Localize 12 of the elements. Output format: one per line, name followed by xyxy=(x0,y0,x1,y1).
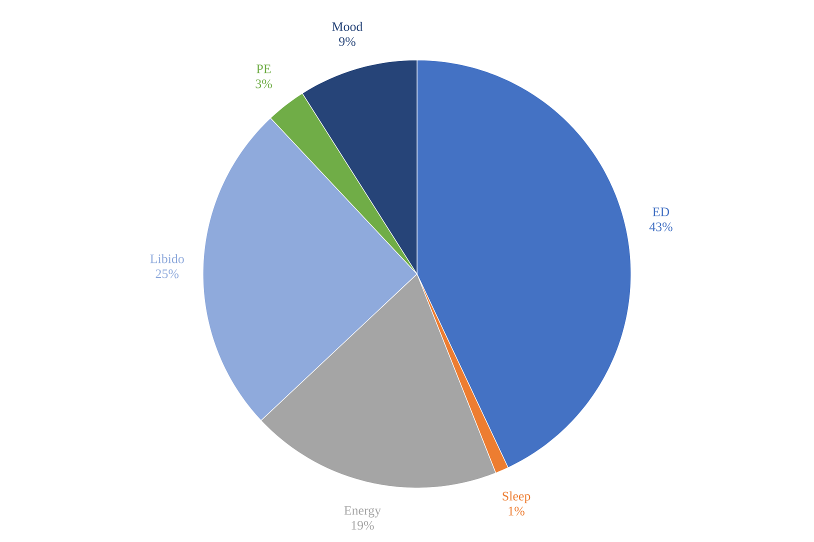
slice-label: Sleep xyxy=(502,491,530,504)
data-label: 19% xyxy=(352,520,374,530)
data-label: 3% xyxy=(256,79,272,88)
data-label: 1% xyxy=(508,506,524,516)
slice-label: PE xyxy=(256,64,271,74)
data-label: 25% xyxy=(156,269,179,278)
slice-label: Mood xyxy=(332,22,363,31)
slice-label: Energy xyxy=(344,506,381,518)
slice-label: Libido xyxy=(150,254,184,264)
slice-label: ED xyxy=(652,208,670,216)
data-label: 43% xyxy=(649,222,672,232)
data-label: 9% xyxy=(339,37,356,46)
